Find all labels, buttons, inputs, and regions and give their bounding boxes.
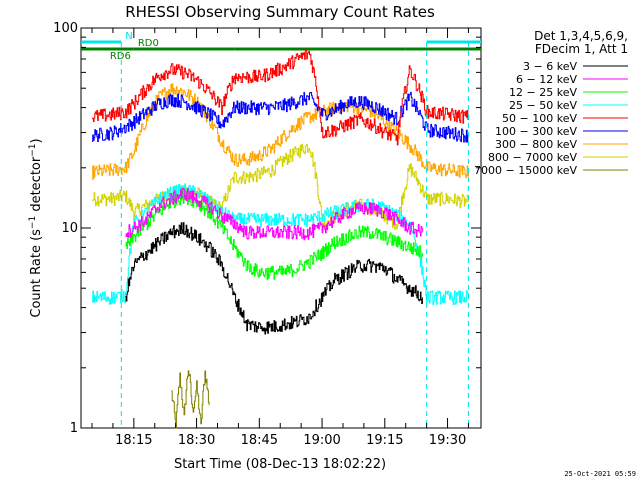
chart-title: RHESSI Observing Summary Count Rates <box>125 3 435 21</box>
y-axis-label-close: ) <box>29 138 44 143</box>
y-axis-label: Count Rate (s−1 detector−1) <box>28 138 44 317</box>
x-tick-label: 19:30 <box>429 433 466 448</box>
flag-label-rd0: RD0 <box>138 38 159 49</box>
y-axis-label-main: Count Rate (s <box>29 229 44 318</box>
legend-label: 6 − 12 keV <box>516 73 577 86</box>
series-line-12-25-kev <box>125 189 423 280</box>
legend-label: 12 − 25 keV <box>509 86 577 99</box>
legend-label: 25 − 50 keV <box>509 99 577 112</box>
y-tick-label: 100 <box>53 21 78 36</box>
legend: Det 1,3,4,5,6,9, FDecim 1, Att 1 3 − 6 k… <box>474 29 628 177</box>
y-axis: 1 10 100 <box>53 21 481 436</box>
series-line-25-50-kev <box>92 183 469 305</box>
legend-label: 100 − 300 keV <box>495 125 577 138</box>
y-tick-label: 1 <box>70 421 78 436</box>
series-line-50-100-kev <box>92 49 469 146</box>
y-axis-label-sup2: −1 <box>28 143 38 156</box>
x-axis-label: Start Time (08-Dec-13 18:02:22) <box>174 457 386 472</box>
y-axis-label-exponent: −1 <box>28 216 38 229</box>
x-axis: 18:15 18:30 18:45 19:00 19:15 19:30 <box>91 28 469 448</box>
x-tick-label: 18:45 <box>241 433 278 448</box>
legend-label: 3 − 6 keV <box>523 60 577 73</box>
footer-date: 25-Oct-2021 05:59 <box>564 470 636 478</box>
series-line-800-7000-kev <box>92 143 469 230</box>
y-axis-label-detector: detector <box>29 156 44 216</box>
series-line-7000-15000-kev <box>171 370 210 429</box>
x-tick-label: 18:30 <box>178 433 215 448</box>
flag-label-rd6: RD6 <box>110 51 131 62</box>
x-tick-label: 18:15 <box>115 433 152 448</box>
series-layer <box>92 49 469 429</box>
legend-label: 50 − 100 keV <box>502 112 577 125</box>
flag-bars: N RD0 RD6 <box>81 31 481 62</box>
flag-label-n: N <box>125 31 132 42</box>
x-tick-label: 19:00 <box>303 433 340 448</box>
y-tick-label: 10 <box>61 221 78 236</box>
legend-label: 800 − 7000 keV <box>488 151 577 164</box>
legend-label: 7000 − 15000 keV <box>474 164 577 177</box>
boundary-lines <box>120 42 469 428</box>
legend-header-line-2: FDecim 1, Att 1 <box>535 42 628 56</box>
series-line-3-6-kev <box>125 222 423 335</box>
legend-label: 300 − 800 keV <box>495 138 577 151</box>
x-tick-label: 19:15 <box>366 433 403 448</box>
legend-header-line-1: Det 1,3,4,5,6,9, <box>534 29 628 43</box>
series-line-100-300-kev <box>92 91 469 143</box>
series-line-6-12-kev <box>125 188 423 241</box>
